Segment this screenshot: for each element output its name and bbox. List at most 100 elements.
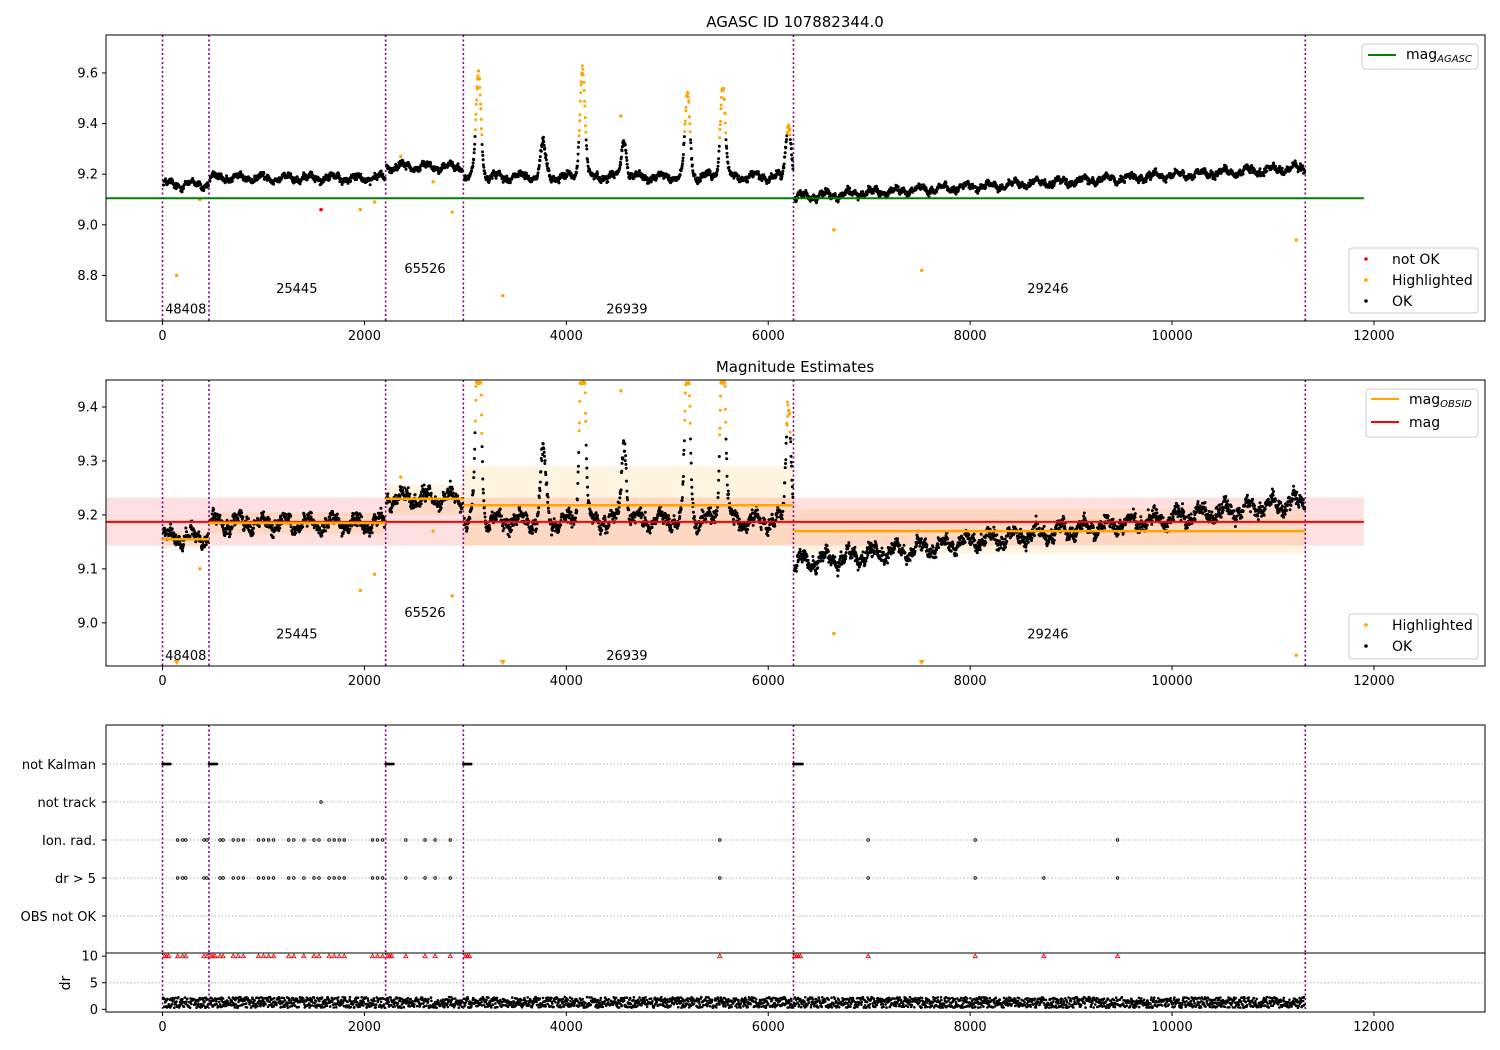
flag-point <box>218 876 222 880</box>
flag-point <box>448 876 452 880</box>
flag-point <box>241 838 245 842</box>
flag-label: not Kalman <box>22 758 96 773</box>
flag-point <box>404 876 408 880</box>
flag-point <box>337 876 341 880</box>
flag-point <box>317 838 321 842</box>
legend-status-top: not OK Highlighted OK <box>1348 247 1479 314</box>
flag-point <box>271 838 276 842</box>
panel-magnitude-estimates: Magnitude Estimates 48408 25445 65526 26939… <box>77 358 1486 689</box>
highlighted-outlier <box>431 529 435 533</box>
y-tick-label: 9.1 <box>77 562 98 577</box>
flag-point <box>337 838 341 842</box>
legend-not-ok: not OK <box>1392 252 1440 268</box>
flag-point <box>292 876 296 880</box>
x-tick-label: 8000 <box>954 1020 987 1035</box>
obsid-label: 65526 <box>404 262 445 277</box>
flag-point <box>184 876 188 880</box>
flag-point <box>312 838 316 842</box>
not-ok-point <box>319 207 323 212</box>
flag-point <box>448 838 452 842</box>
flag-point <box>292 838 296 842</box>
highlighted-outlier <box>372 572 377 576</box>
x-tick-label: 0 <box>158 329 166 344</box>
flag-point <box>392 762 395 766</box>
highlighted-outlier <box>450 210 454 214</box>
legend-highlighted: Highlighted <box>1392 618 1473 634</box>
obsid-label: 25445 <box>276 282 317 297</box>
flag-point <box>327 876 331 880</box>
flag-point <box>266 838 271 842</box>
flag-point <box>317 876 321 880</box>
panel-flags: not Kalman not track Ion. rad. dr > 5 OBS no… <box>21 724 1486 954</box>
panel-agasc: AGASC ID 107882344.0 48408 25445 65526 2693… <box>77 13 1486 344</box>
flag-point <box>342 838 346 842</box>
highlighted-outlier <box>1294 238 1298 242</box>
flag-point <box>380 838 385 842</box>
flag-point <box>221 838 225 842</box>
highlighted-outlier <box>399 154 403 159</box>
legend-mag-agasc: magAGASC <box>1361 43 1479 70</box>
plot-area-top: 48408 25445 65526 26939 29246 0 2000 4000 6000 80… <box>77 34 1486 344</box>
highlighted-outlier <box>919 268 924 273</box>
flag-point <box>261 838 266 842</box>
highlighted-points <box>473 64 792 140</box>
flag-point <box>205 876 209 880</box>
ok-points <box>162 134 1307 205</box>
legend-status-middle: Highlighted OK <box>1348 613 1479 660</box>
highlighted-outlier <box>358 588 363 593</box>
x-tick-label: 2000 <box>348 329 381 344</box>
y-tick-label: 9.4 <box>77 117 98 132</box>
flag-point <box>375 838 380 842</box>
flag-point <box>261 876 266 880</box>
x-tick-label: 8000 <box>954 674 987 689</box>
flag-point <box>169 762 172 766</box>
y-tick-label: 9.2 <box>77 508 98 523</box>
flag-point <box>327 838 331 842</box>
flag-point <box>433 838 437 842</box>
legend-label: mag <box>1409 392 1440 408</box>
panel-title-middle: Magnitude Estimates <box>716 358 874 376</box>
highlighted-outlier <box>1294 653 1298 657</box>
obsid-label: 48408 <box>165 302 206 317</box>
dr-points <box>161 995 1306 1009</box>
x-tick-label: 4000 <box>550 674 583 689</box>
obsid-label: 48408 <box>165 649 206 664</box>
y-tick-label: 8.8 <box>77 269 98 284</box>
x-tick-label: 4000 <box>550 329 583 344</box>
plot-area-middle: 48408 25445 65526 26939 29246 0 2000 4000 6000 80… <box>77 379 1486 689</box>
flag-label: dr > 5 <box>55 872 96 887</box>
flag-point <box>342 876 346 880</box>
highlighted-outlier <box>501 293 505 298</box>
highlighted-outlier <box>358 207 363 212</box>
flag-point <box>973 876 977 880</box>
flag-point <box>287 876 291 880</box>
flag-point <box>271 876 276 880</box>
highlighted-outlier <box>619 389 623 393</box>
flag-point <box>241 876 245 880</box>
flag-point <box>866 838 870 842</box>
highlighted-outlier <box>450 594 454 598</box>
y-tick-label: 9.3 <box>77 454 98 469</box>
legend-subscript: AGASC <box>1436 54 1472 65</box>
flag-point <box>302 876 306 880</box>
flag-label: not track <box>37 796 96 811</box>
flag-point <box>302 838 306 842</box>
axes-frame <box>105 379 1486 667</box>
obsid-label: 25445 <box>276 628 317 643</box>
x-tick-label: 4000 <box>550 1020 583 1035</box>
flag-point <box>319 800 323 804</box>
highlighted-outlier <box>619 114 623 118</box>
flag-point <box>370 838 375 842</box>
y-tick-label: 9.6 <box>77 66 98 81</box>
flag-point <box>184 838 188 842</box>
flag-point <box>215 762 219 766</box>
highlighted-outlier <box>174 273 179 278</box>
flag-point <box>375 876 380 880</box>
flag-label: OBS not OK <box>21 910 97 925</box>
obsid-label: 26939 <box>606 649 647 664</box>
flag-point <box>370 876 375 880</box>
clipped-outlier <box>173 660 180 665</box>
flag-point <box>175 876 180 880</box>
highlighted-outlier <box>198 567 202 571</box>
x-tick-label: 12000 <box>1353 1020 1394 1035</box>
